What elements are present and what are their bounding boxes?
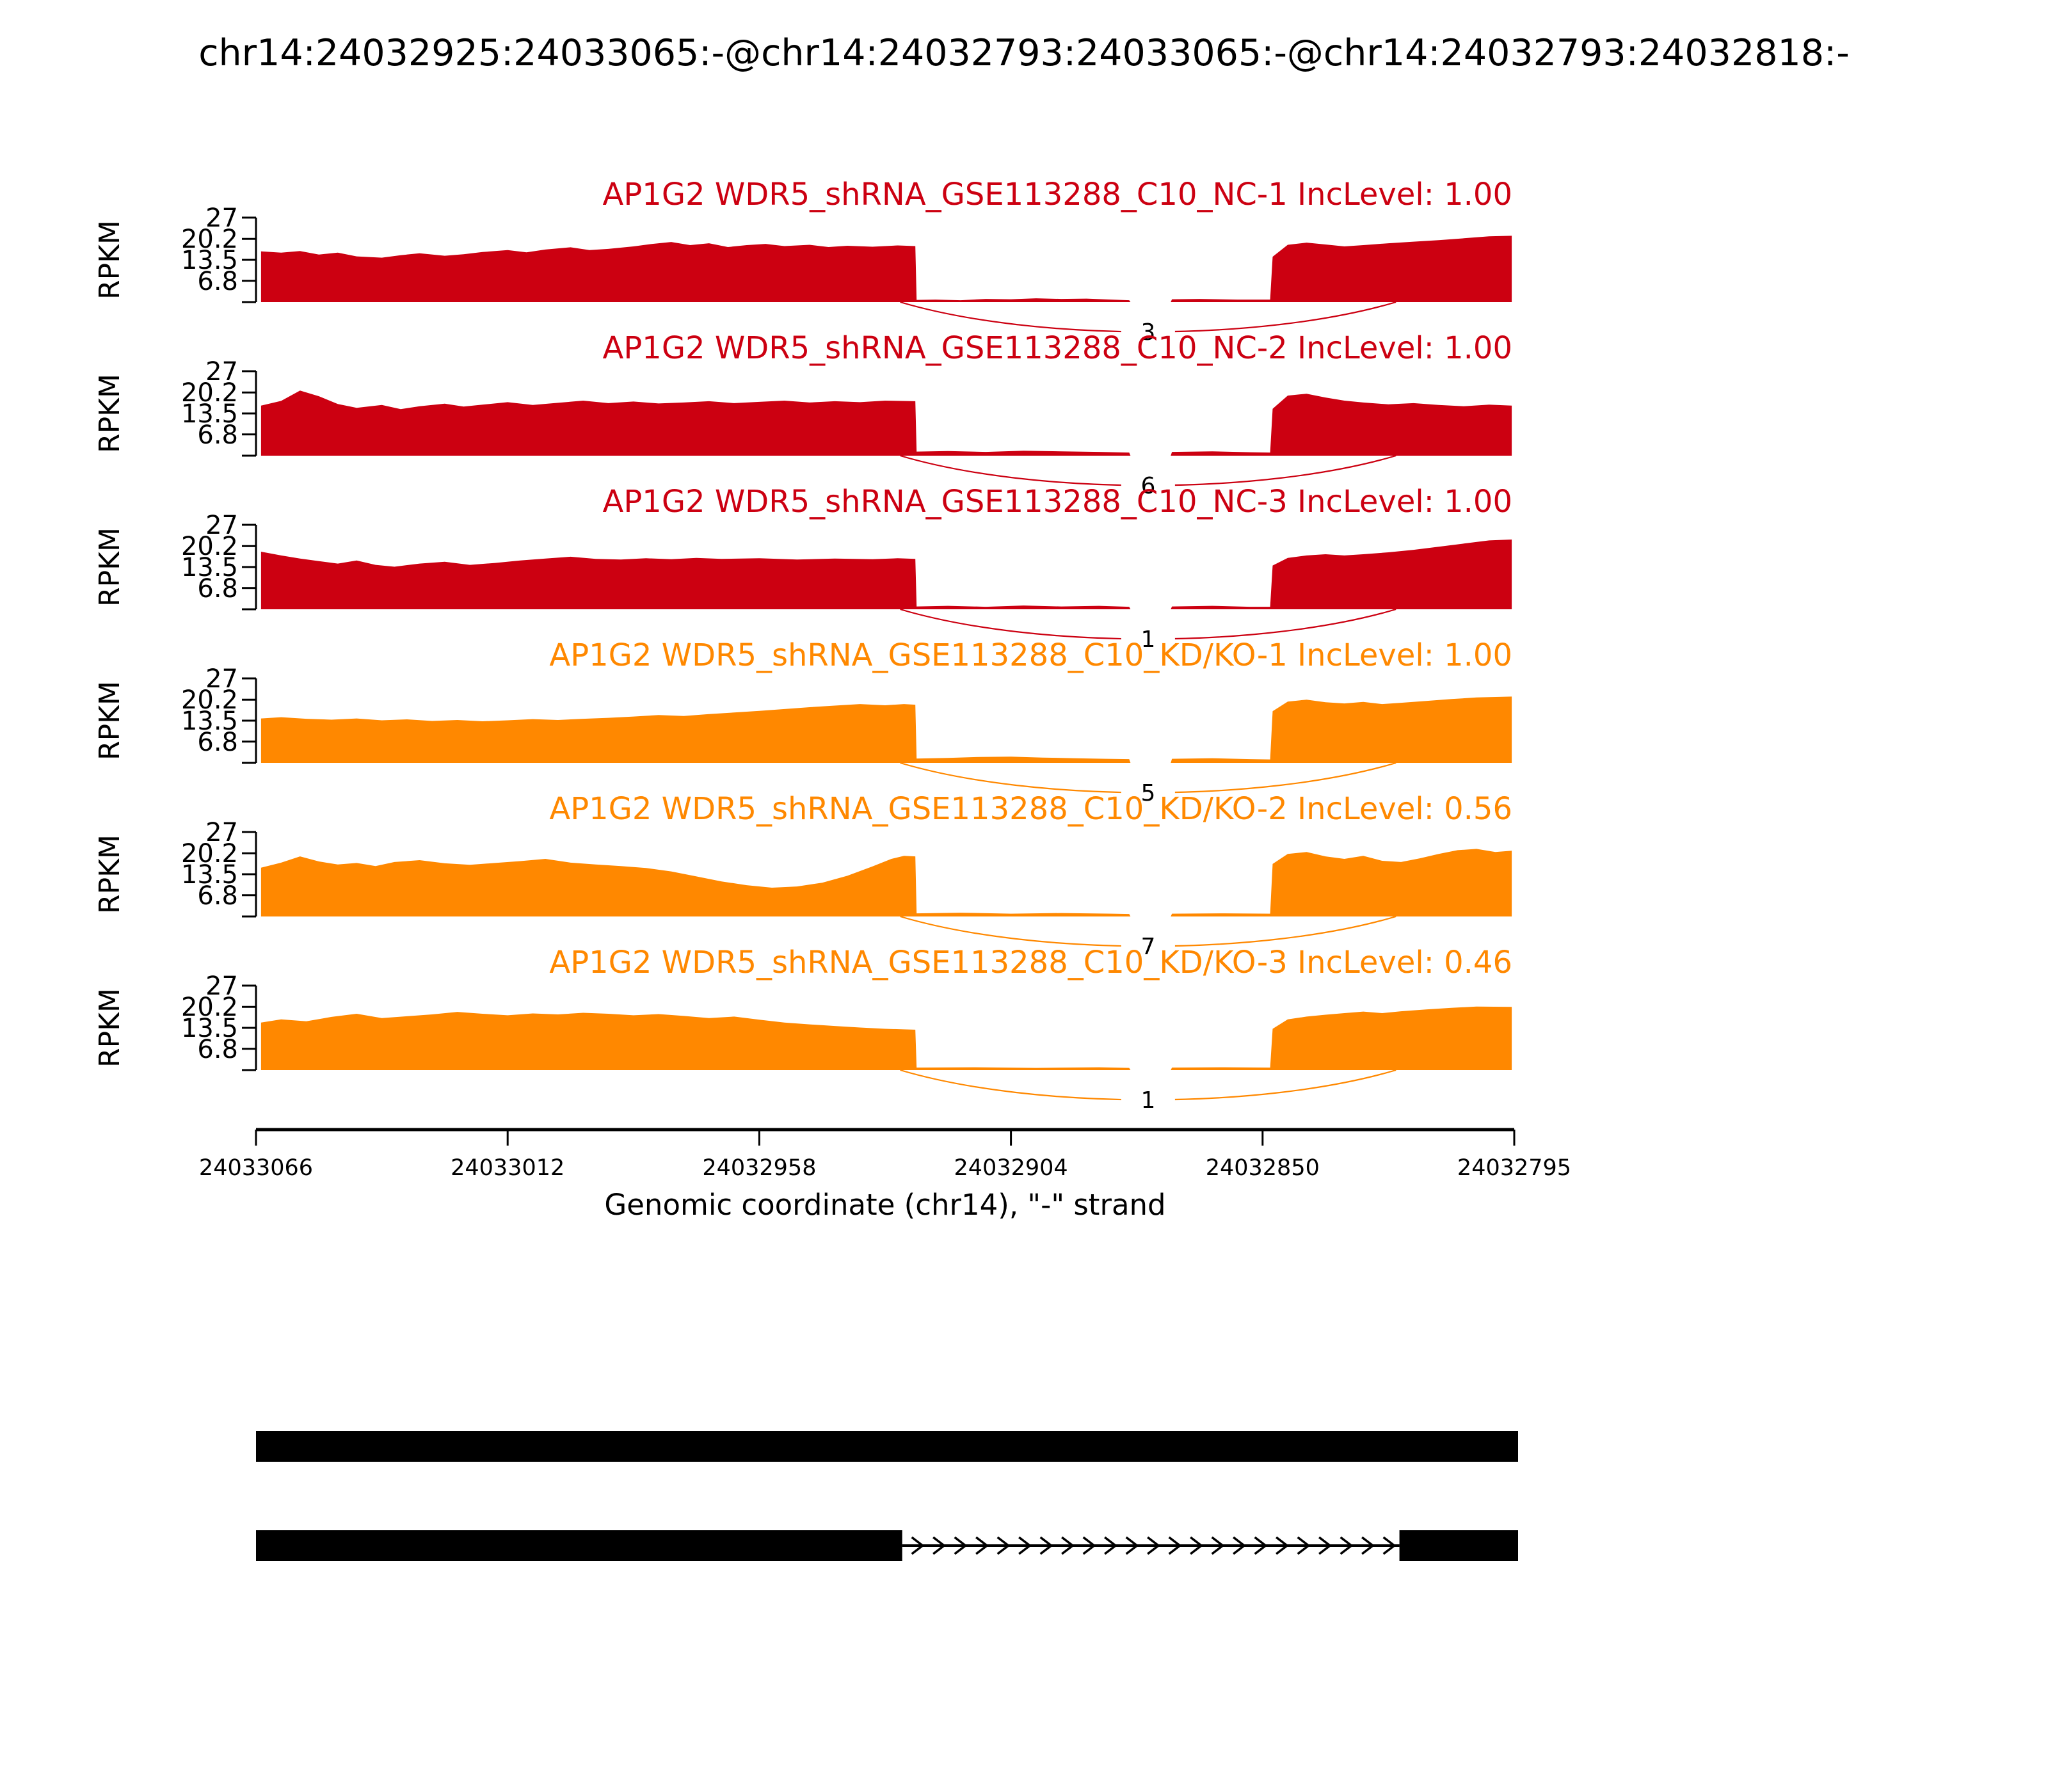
x-tick-label: 24032904	[954, 1155, 1068, 1181]
strand-arrow-icon	[954, 1536, 968, 1555]
strand-arrow-icon	[1104, 1536, 1118, 1555]
junction-label-mask	[1121, 470, 1175, 500]
y-tick-label: 27	[205, 357, 238, 387]
junction-read-count: 6	[1140, 473, 1155, 499]
y-tick-label: 27	[205, 204, 238, 233]
coverage-area	[260, 390, 1512, 456]
strand-arrow-icon	[1318, 1536, 1332, 1555]
coverage-track-6: AP1G2 WDR5_shRNA_GSE113288_C10_KD/KO-3 I…	[93, 945, 1512, 1114]
strand-arrow-icon	[1382, 1536, 1396, 1555]
coverage-track-4: AP1G2 WDR5_shRNA_GSE113288_C10_KD/KO-1 I…	[93, 637, 1512, 807]
coverage-area	[260, 696, 1512, 763]
strand-arrow-icon	[1211, 1536, 1225, 1555]
y-tick-label: 13.5	[181, 553, 238, 582]
strand-arrow-icon	[1297, 1536, 1311, 1555]
gene-model-skipping-isoform	[256, 1530, 1518, 1561]
x-tick-label: 24032850	[1206, 1155, 1320, 1181]
y-tick-label: 13.5	[181, 399, 238, 429]
strand-arrow-icon	[932, 1536, 947, 1555]
strand-arrow-icon	[1018, 1536, 1032, 1555]
strand-arrow-icon	[1340, 1536, 1354, 1555]
junction-label-mask	[1121, 931, 1175, 961]
coverage-area	[260, 849, 1512, 916]
y-tick-label: 6.8	[197, 881, 238, 911]
coverage-area	[260, 1006, 1512, 1070]
y-tick-label: 13.5	[181, 1014, 238, 1043]
strand-arrow-icon	[1361, 1536, 1375, 1555]
junction-label-mask	[1121, 778, 1175, 807]
y-axis-label: RPKM	[93, 527, 126, 607]
y-tick-label: 27	[205, 818, 238, 847]
track-title: AP1G2 WDR5_shRNA_GSE113288_C10_NC-3 IncL…	[603, 484, 1512, 520]
y-tick-label: 6.8	[197, 267, 238, 296]
y-tick-label: 6.8	[197, 574, 238, 604]
y-axis-label: RPKM	[93, 988, 126, 1068]
y-tick-label: 20.2	[181, 993, 238, 1022]
coverage-track-1: AP1G2 WDR5_shRNA_GSE113288_C10_NC-1 IncL…	[93, 177, 1512, 346]
y-tick-label: 20.2	[181, 685, 238, 715]
strand-arrow-icon	[975, 1536, 989, 1555]
x-tick-label: 24033012	[451, 1155, 564, 1181]
gene-model-inclusion-isoform	[256, 1431, 1518, 1462]
coverage-track-5: AP1G2 WDR5_shRNA_GSE113288_C10_KD/KO-2 I…	[93, 791, 1512, 961]
coverage-track-2: AP1G2 WDR5_shRNA_GSE113288_C10_NC-2 IncL…	[93, 330, 1512, 500]
junction-read-count: 7	[1140, 934, 1155, 960]
strand-arrow-icon	[1190, 1536, 1204, 1555]
junction-read-count: 1	[1140, 627, 1155, 653]
x-tick-label: 24032795	[1457, 1155, 1571, 1181]
x-tick-label: 24033066	[199, 1155, 313, 1181]
strand-arrow-icon	[1125, 1536, 1139, 1555]
track-title: AP1G2 WDR5_shRNA_GSE113288_C10_KD/KO-2 I…	[549, 791, 1512, 827]
x-tick-label: 24032958	[702, 1155, 816, 1181]
y-tick-label: 27	[205, 972, 238, 1001]
y-tick-label: 20.2	[181, 225, 238, 254]
track-title: AP1G2 WDR5_shRNA_GSE113288_C10_KD/KO-3 I…	[549, 945, 1512, 980]
strand-arrow-icon	[1233, 1536, 1247, 1555]
exon-block	[1399, 1530, 1518, 1561]
strand-arrow-icon	[1147, 1536, 1161, 1555]
strand-arrow-icon	[1061, 1536, 1075, 1555]
y-tick-label: 20.2	[181, 378, 238, 408]
track-title: AP1G2 WDR5_shRNA_GSE113288_C10_NC-1 IncL…	[603, 177, 1512, 212]
y-axis-label: RPKM	[93, 835, 126, 914]
y-axis-label: RPKM	[93, 220, 126, 300]
strand-arrow-icon	[911, 1536, 925, 1555]
junction-read-count: 5	[1140, 780, 1155, 806]
strand-arrow-icon	[1082, 1536, 1096, 1555]
junction-read-count: 1	[1140, 1087, 1155, 1114]
plot-title: chr14:24032925:24033065:-@chr14:24032793…	[198, 32, 1850, 74]
strand-arrow-icon	[1039, 1536, 1053, 1555]
x-axis: 24033066 24033012 24032958 24032904 24032850…	[199, 1128, 1571, 1181]
y-tick-label: 13.5	[181, 860, 238, 890]
coverage-area	[260, 540, 1512, 609]
y-tick-label: 13.5	[181, 246, 238, 275]
y-tick-label: 6.8	[197, 1035, 238, 1064]
y-tick-label: 20.2	[181, 532, 238, 561]
coverage-area	[260, 236, 1512, 302]
y-tick-label: 6.8	[197, 420, 238, 450]
strand-arrow-icon	[996, 1536, 1011, 1555]
strand-arrow-icon	[1168, 1536, 1182, 1555]
exon-block	[256, 1431, 1518, 1462]
junction-read-count: 3	[1140, 319, 1155, 346]
y-tick-label: 27	[205, 664, 238, 694]
y-tick-label: 6.8	[197, 728, 238, 757]
y-tick-label: 27	[205, 511, 238, 540]
junction-label-mask	[1121, 1085, 1175, 1114]
strand-arrow-icon	[1276, 1536, 1290, 1555]
track-title: AP1G2 WDR5_shRNA_GSE113288_C10_NC-2 IncL…	[603, 330, 1512, 366]
y-axis-label: RPKM	[93, 681, 126, 760]
strand-arrow-icon	[1254, 1536, 1268, 1555]
y-tick-label: 20.2	[181, 839, 238, 868]
y-tick-label: 13.5	[181, 707, 238, 736]
exon-block	[256, 1530, 902, 1561]
coverage-track-3: AP1G2 WDR5_shRNA_GSE113288_C10_NC-3 IncL…	[93, 484, 1512, 653]
junction-label-mask	[1121, 317, 1175, 346]
junction-label-mask	[1121, 624, 1175, 653]
y-axis-label: RPKM	[93, 374, 126, 453]
x-axis-title: Genomic coordinate (chr14), "-" strand	[604, 1188, 1166, 1222]
track-title: AP1G2 WDR5_shRNA_GSE113288_C10_KD/KO-1 I…	[549, 637, 1512, 673]
